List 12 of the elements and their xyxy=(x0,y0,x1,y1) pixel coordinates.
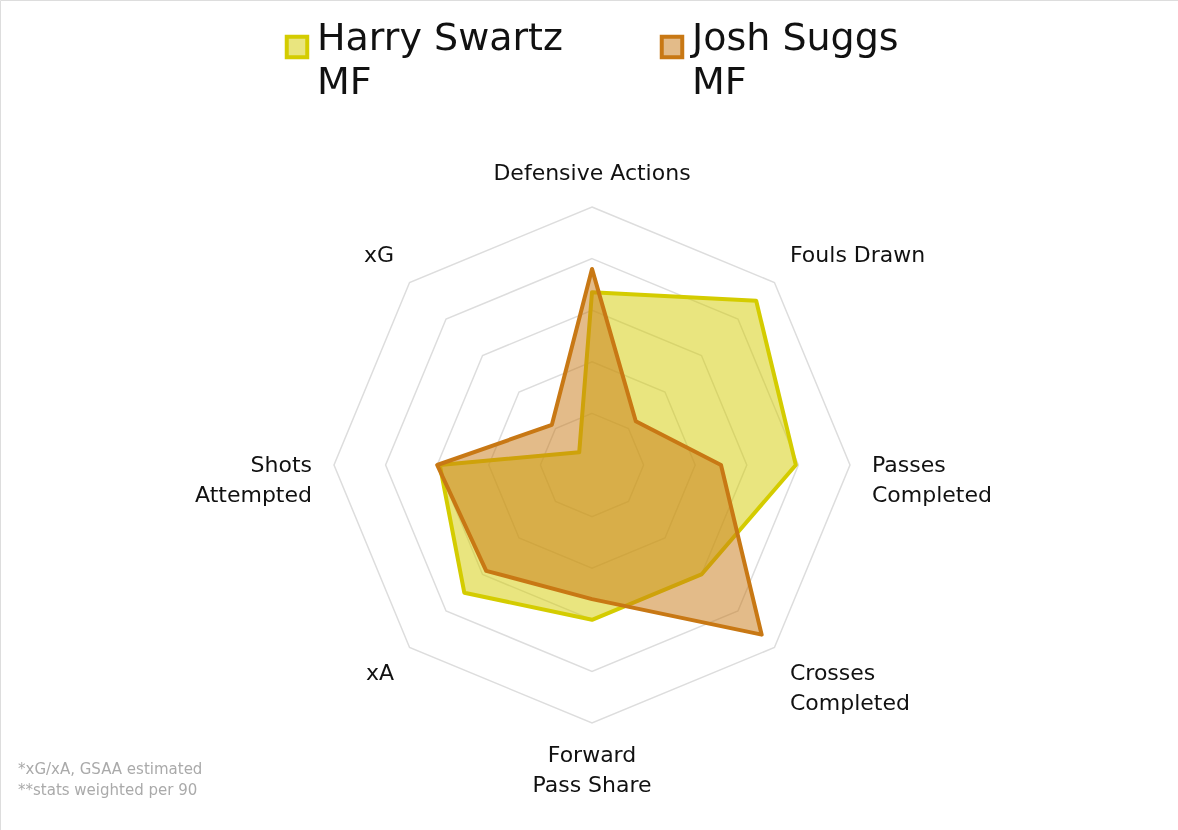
spoke-label: xA xyxy=(365,659,395,685)
spoke-label: Fouls Drawn xyxy=(789,242,926,268)
spoke-label: Shots Attempted xyxy=(195,452,312,507)
text: **stats weighted per 90 xyxy=(18,781,198,799)
spoke-label: Passes Completed xyxy=(872,452,992,507)
legend-label: Josh Suggs MF xyxy=(690,15,899,103)
text: *xG/xA, GSAA estimated xyxy=(18,760,203,778)
legend-label: Harry Swartz MF xyxy=(317,15,563,103)
spoke-label: Defensive Actions xyxy=(493,160,691,185)
spoke-label: Forward Pass Share xyxy=(532,742,652,797)
spoke-label: Crosses Completed xyxy=(789,659,910,715)
spoke-label: xG xyxy=(363,242,395,268)
